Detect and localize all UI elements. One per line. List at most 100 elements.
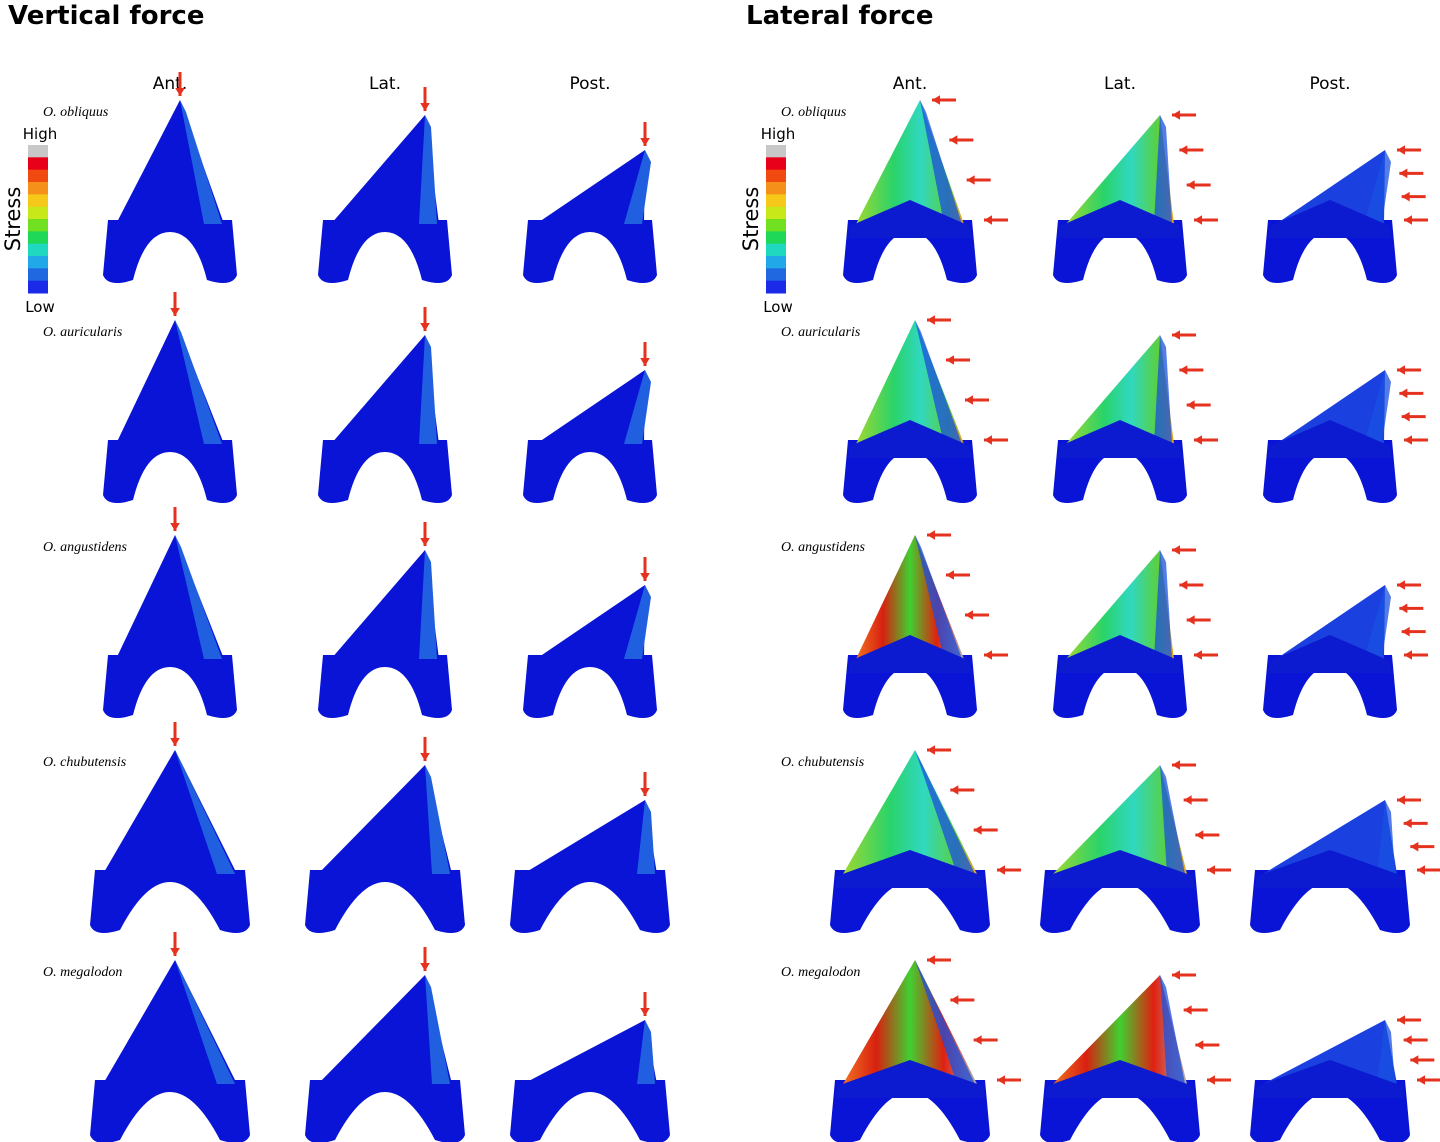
crown-base	[848, 200, 972, 238]
arrow-head	[997, 865, 1005, 875]
arrow-head	[175, 88, 185, 96]
legend-swatch	[28, 182, 48, 195]
stress-band	[1364, 370, 1391, 444]
arrow-head	[1410, 841, 1419, 852]
stress-band	[419, 115, 437, 224]
stress-band	[624, 150, 651, 224]
stress-band	[425, 975, 450, 1084]
arrow-head	[927, 745, 935, 755]
arrow-head	[965, 395, 973, 405]
arrow-head	[1399, 168, 1408, 179]
tooth-root	[103, 220, 237, 284]
arrow-head	[1179, 145, 1188, 155]
tooth-crown	[856, 100, 964, 224]
arrow-head	[946, 570, 954, 580]
arrow-head	[950, 785, 959, 795]
species-label: O. megalodon	[781, 965, 860, 980]
arrow-head	[1410, 1055, 1419, 1065]
arrow-head	[1179, 365, 1188, 375]
arrow-head	[973, 1035, 982, 1045]
tooth-root	[90, 1080, 250, 1142]
species-label: O. obliquus	[781, 105, 847, 120]
tooth-crown	[1276, 150, 1385, 224]
tooth-crown	[536, 585, 645, 659]
arrow-head	[927, 955, 935, 965]
legend-swatch	[766, 243, 786, 257]
arrow-head	[420, 323, 430, 331]
crown-base	[1058, 420, 1182, 458]
tooth-crown	[1276, 585, 1385, 659]
arrow-head	[984, 650, 992, 660]
crown-base	[1268, 420, 1392, 458]
crown-base	[1058, 635, 1182, 673]
arrow-head	[1172, 110, 1180, 120]
crown-base	[835, 1060, 985, 1098]
stress-band	[1160, 765, 1185, 874]
legend-swatch	[28, 268, 48, 282]
tooth-root	[523, 440, 657, 504]
arrow-head	[420, 103, 430, 111]
arrow-head	[1397, 1015, 1405, 1025]
arrow-head	[997, 1075, 1005, 1085]
column-header: Lat.	[1104, 74, 1136, 94]
tooth-crown	[331, 335, 439, 444]
crown-base	[1268, 200, 1392, 238]
stress-band	[624, 585, 651, 659]
tooth-root	[510, 870, 670, 934]
tooth-crown	[523, 800, 657, 874]
arrow-head	[170, 738, 180, 746]
arrow-head	[1399, 603, 1408, 614]
arrow-head	[640, 358, 650, 366]
tooth-crown	[1276, 370, 1385, 444]
stress-band	[637, 1020, 655, 1084]
tooth-crown	[1066, 335, 1174, 444]
stress-band	[915, 960, 975, 1084]
tooth-root	[523, 220, 657, 284]
stress-band	[175, 535, 222, 659]
arrow-head	[1183, 795, 1192, 805]
arrow-head	[949, 135, 958, 145]
arrow-head	[1172, 970, 1180, 980]
tooth-root	[510, 1080, 670, 1142]
arrow-head	[1195, 1040, 1204, 1050]
legend-low: Low	[763, 298, 793, 316]
arrow-head	[1397, 365, 1405, 375]
arrow-head	[1186, 400, 1195, 410]
stress-band	[1154, 550, 1172, 659]
legend-swatch	[28, 243, 48, 257]
tooth-crown	[331, 115, 439, 224]
tooth-root	[305, 1080, 465, 1142]
tooth-root	[318, 220, 452, 284]
crown-base	[1255, 850, 1405, 888]
legend-swatch	[766, 219, 786, 232]
arrow-head	[1417, 865, 1425, 875]
arrow-head	[1186, 615, 1195, 625]
tooth-crown	[523, 1020, 657, 1084]
column-header: Post.	[1310, 74, 1351, 94]
legend-swatch	[28, 256, 48, 269]
arrow-head	[973, 825, 982, 835]
stress-band	[180, 100, 222, 224]
panel-title: Vertical force	[8, 1, 204, 31]
arrow-head	[1404, 435, 1412, 445]
arrow-head	[170, 308, 180, 316]
stress-band	[1364, 150, 1391, 224]
stress-band	[1377, 800, 1395, 874]
tooth-crown	[116, 100, 224, 224]
tooth-crown	[318, 975, 452, 1084]
legend-title: Stress	[1, 187, 25, 252]
tooth-crown	[1053, 975, 1187, 1084]
arrow-head	[1194, 650, 1202, 660]
column-header: Lat.	[369, 74, 401, 94]
arrow-head	[170, 523, 180, 531]
crown-base	[1268, 635, 1392, 673]
tooth-root	[318, 655, 452, 719]
legend-swatch	[28, 206, 48, 220]
tooth-root	[305, 870, 465, 934]
tooth-root	[523, 655, 657, 719]
legend-high: High	[23, 125, 57, 143]
arrow-head	[927, 315, 935, 325]
crown-base	[1045, 850, 1195, 888]
tooth-crown	[843, 960, 977, 1084]
arrow-head	[1417, 1075, 1425, 1085]
